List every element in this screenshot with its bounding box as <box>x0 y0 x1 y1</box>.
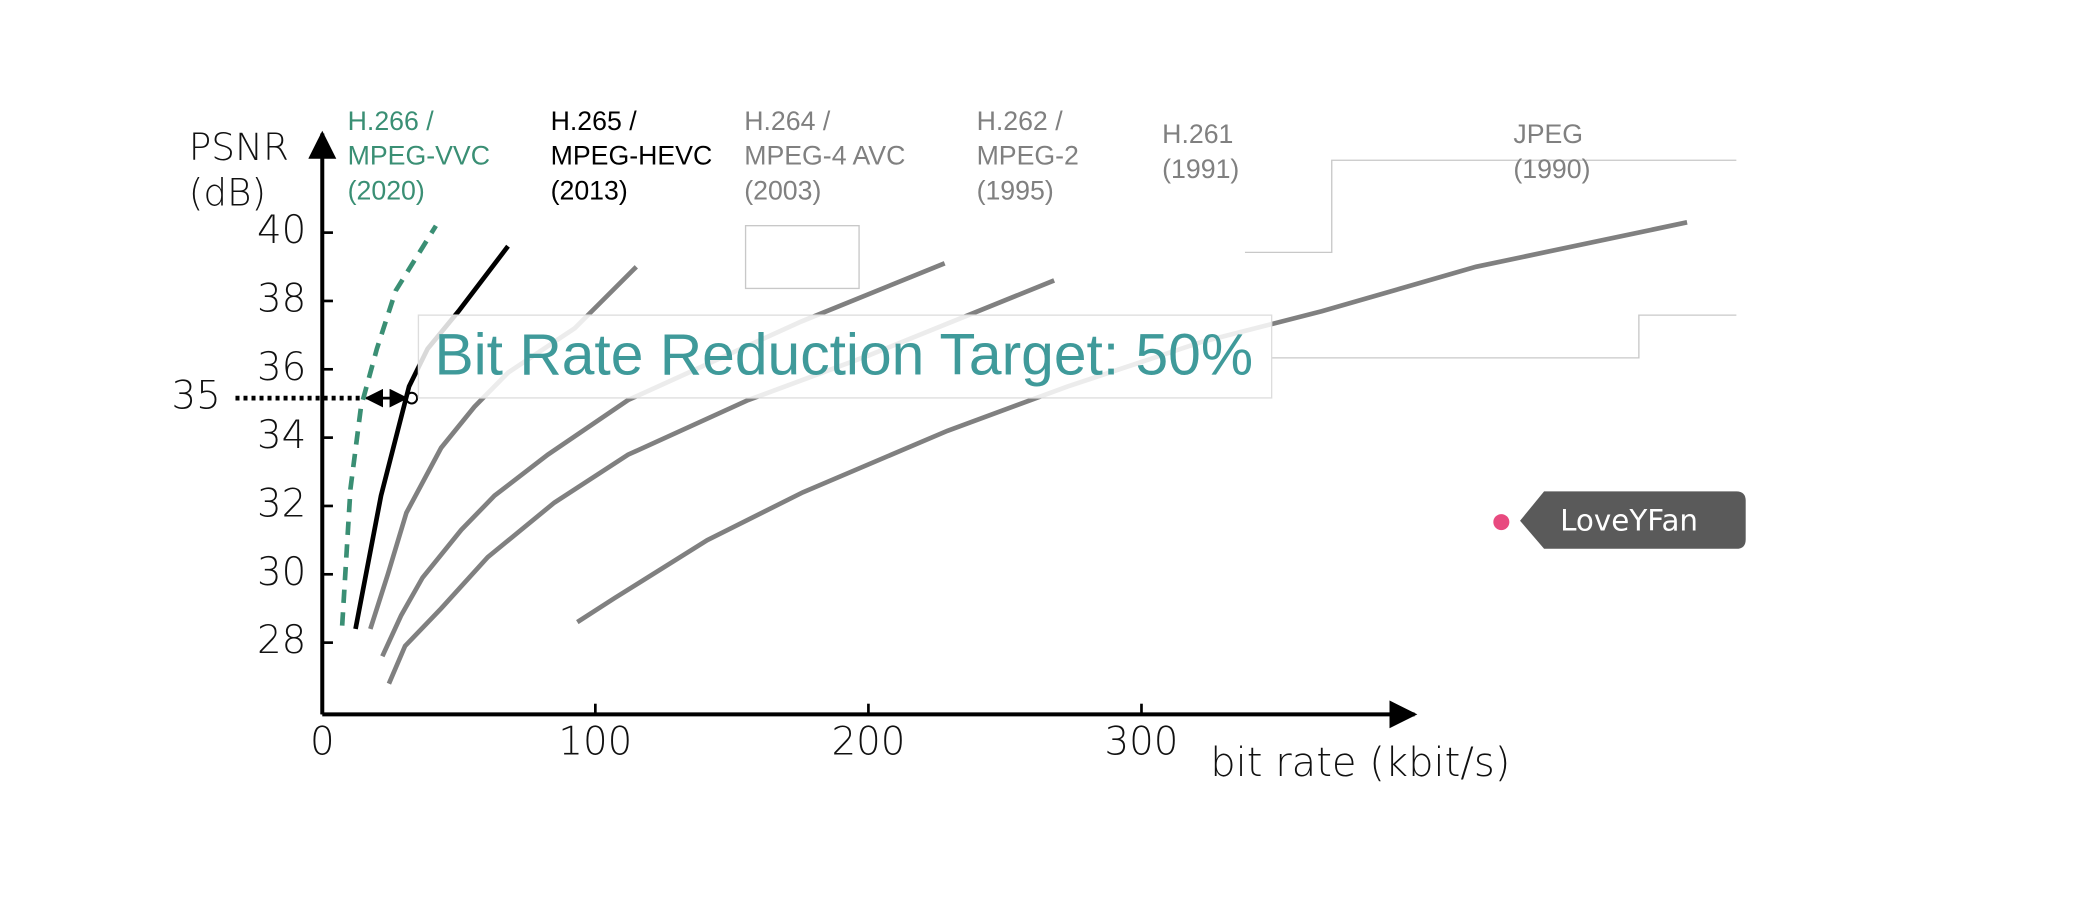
y-axis-label: (dB) <box>189 170 266 214</box>
series-label: H.262 / <box>977 106 1064 136</box>
x-tick-label: 100 <box>558 719 632 764</box>
watermark-dot <box>1493 514 1510 531</box>
series-label: H.261 <box>1162 119 1233 149</box>
series-label: MPEG-4 AVC <box>744 141 905 171</box>
series-label: H.265 / <box>551 106 638 136</box>
frame <box>1271 314 1737 359</box>
series-label: (2020) <box>348 175 425 205</box>
annotation-box <box>417 314 1273 399</box>
series-label: (2013) <box>551 175 628 205</box>
watermark-tag <box>1520 491 1746 549</box>
series-label: (1991) <box>1162 154 1239 184</box>
x-tick-label: 0 <box>310 719 335 764</box>
series-label: (2003) <box>744 175 821 205</box>
x-axis-label: bit rate (kbit/s) <box>1210 740 1510 786</box>
series-label: MPEG-HEVC <box>551 141 713 171</box>
y-tick-label: 30 <box>257 550 306 595</box>
x-tick-label: 300 <box>1105 719 1179 764</box>
y-tick-label: 38 <box>257 276 306 321</box>
series-label: JPEG <box>1513 119 1583 149</box>
y-tick-label: 28 <box>257 618 306 663</box>
series-label: (1995) <box>977 175 1054 205</box>
overlay-frames <box>744 159 1737 359</box>
series-line <box>339 224 438 626</box>
annotation: Bit Rate Reduction Target: 50% <box>434 323 1253 388</box>
x-tick-label: 200 <box>831 719 905 764</box>
series-label: MPEG-VVC <box>348 141 490 171</box>
y-tick-label: 32 <box>257 481 306 526</box>
y-tick-label: 40 <box>257 208 306 253</box>
series-line <box>353 244 510 630</box>
frame <box>1244 159 1737 254</box>
series-line <box>576 220 1688 625</box>
series-label: H.266 / <box>348 106 435 136</box>
y-tick-label: 34 <box>257 413 306 458</box>
series-label: (1990) <box>1513 154 1590 184</box>
y-tick-label: 36 <box>257 345 306 390</box>
watermark: LoveYFan <box>1560 504 1698 538</box>
y-axis-label: PSNR <box>189 125 289 169</box>
series-label: H.264 / <box>744 106 831 136</box>
series-label: MPEG-2 <box>977 141 1079 171</box>
frame <box>744 224 860 290</box>
reference-label: 35 <box>172 374 221 419</box>
